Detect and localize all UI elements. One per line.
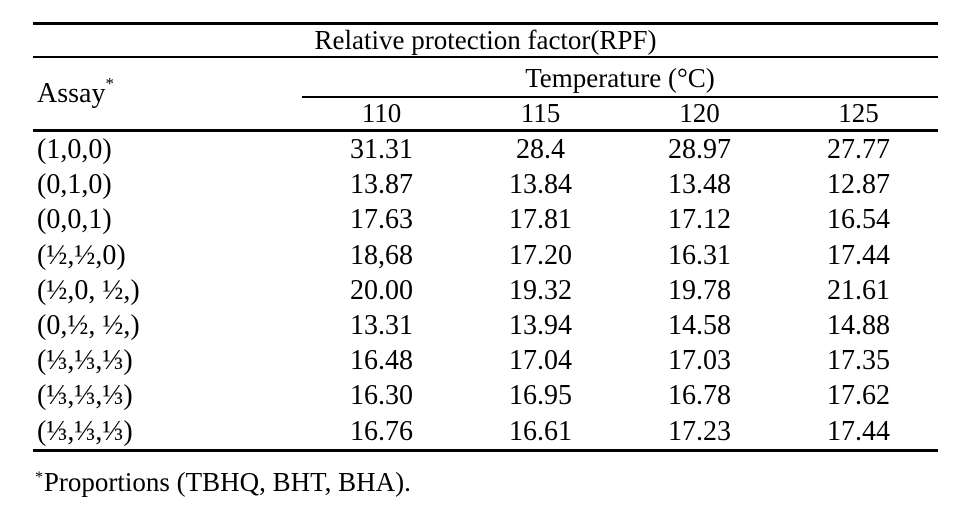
rpf-value: 14.88 xyxy=(827,309,890,341)
assay-label: (0,1,0) xyxy=(37,169,112,201)
assay-label: (0,½, ½,) xyxy=(37,309,140,341)
rpf-value: 19.78 xyxy=(668,274,731,306)
rpf-value: 31.31 xyxy=(350,134,413,165)
footnote-marker: * xyxy=(35,468,44,487)
rpf-value: 17.12 xyxy=(668,204,731,236)
rpf-value: 16.78 xyxy=(668,380,731,412)
assay-header-label: Assay xyxy=(37,77,106,109)
table-row: (⅓,⅓,⅓) 16.76 16.61 17.23 17.44 xyxy=(33,414,938,449)
assay-label: (⅓,⅓,⅓) xyxy=(37,415,133,447)
assay-label: (½,½,0) xyxy=(37,239,126,271)
rpf-value: 17.03 xyxy=(668,345,731,377)
rpf-value: 19.32 xyxy=(509,274,572,306)
temperature-header-label: Temperature (°C) xyxy=(302,58,938,98)
rpf-value: 17.62 xyxy=(827,380,890,412)
assay-label: (1,0,0) xyxy=(37,134,112,165)
table-row: (0,1,0) 13.87 13.84 13.48 12.87 xyxy=(33,167,938,202)
rpf-value: 28.4 xyxy=(516,134,565,165)
table-body: (1,0,0) 31.31 28.4 28.97 27.77 (0,1,0) 1… xyxy=(33,132,938,452)
rpf-value: 13.87 xyxy=(350,169,413,201)
rpf-value: 13.31 xyxy=(350,309,413,341)
rpf-value: 16.30 xyxy=(350,380,413,412)
assay-footnote-marker: * xyxy=(105,74,115,94)
rpf-value: 17.04 xyxy=(509,345,572,377)
rpf-value: 16.76 xyxy=(350,415,413,447)
rpf-value: 17.44 xyxy=(827,415,890,447)
rpf-table: Relative protection factor(RPF) Assay * T… xyxy=(33,22,938,452)
temperature-col-header: 110 xyxy=(361,98,402,128)
rpf-value: 16.61 xyxy=(509,415,572,447)
table-row: (⅓,⅓,⅓) 16.48 17.04 17.03 17.35 xyxy=(33,343,938,378)
temperature-header-block: Temperature (°C) 110 115 120 125 xyxy=(302,58,938,129)
rpf-value: 20.00 xyxy=(350,274,413,306)
table-header: Assay * Temperature (°C) 110 115 120 125 xyxy=(33,58,938,132)
temperature-col-header: 115 xyxy=(520,98,561,128)
rpf-value: 28.97 xyxy=(668,134,731,165)
rpf-value: 17.63 xyxy=(350,204,413,236)
rpf-value: 13.94 xyxy=(509,309,572,341)
rpf-value: 17.23 xyxy=(668,415,731,447)
assay-label: (⅓,⅓,⅓) xyxy=(37,380,133,412)
table-row: (0,0,1) 17.63 17.81 17.12 16.54 xyxy=(33,202,938,237)
rpf-value: 21.61 xyxy=(827,274,890,306)
rpf-value: 17.35 xyxy=(827,345,890,377)
rpf-value: 12.87 xyxy=(827,169,890,201)
table-footnote: *Proportions (TBHQ, BHT, BHA). xyxy=(35,466,411,502)
rpf-value: 27.77 xyxy=(827,134,890,165)
rpf-value: 17.44 xyxy=(827,239,890,271)
table-row: (⅓,⅓,⅓) 16.30 16.95 16.78 17.62 xyxy=(33,378,938,413)
rpf-value: 16.54 xyxy=(827,204,890,236)
table-row: (0,½, ½,) 13.31 13.94 14.58 14.88 xyxy=(33,308,938,343)
table-row: (½,½,0) 18,68 17.20 16.31 17.44 xyxy=(33,238,938,273)
table-row: (½,0, ½,) 20.00 19.32 19.78 21.61 xyxy=(33,273,938,308)
temperature-col-header: 125 xyxy=(838,98,879,128)
table-title: Relative protection factor(RPF) xyxy=(33,25,938,58)
assay-header-cell: Assay * xyxy=(33,58,302,129)
footnote-text: Proportions (TBHQ, BHT, BHA). xyxy=(43,467,411,497)
assay-label: (½,0, ½,) xyxy=(37,274,140,306)
rpf-value: 17.81 xyxy=(509,204,572,236)
rpf-value: 16.31 xyxy=(668,239,731,271)
temperature-col-header: 120 xyxy=(679,98,720,128)
rpf-value: 18,68 xyxy=(350,239,413,271)
rpf-value: 16.48 xyxy=(350,345,413,377)
rpf-value: 14.58 xyxy=(668,309,731,341)
rpf-value: 13.84 xyxy=(509,169,572,201)
assay-label: (0,0,1) xyxy=(37,204,112,236)
temperature-columns: 110 115 120 125 xyxy=(302,98,938,129)
rpf-value: 13.48 xyxy=(668,169,731,201)
rpf-value: 17.20 xyxy=(509,239,572,271)
table-row: (1,0,0) 31.31 28.4 28.97 27.77 xyxy=(33,132,938,167)
rpf-value: 16.95 xyxy=(509,380,572,412)
assay-label: (⅓,⅓,⅓) xyxy=(37,345,133,377)
